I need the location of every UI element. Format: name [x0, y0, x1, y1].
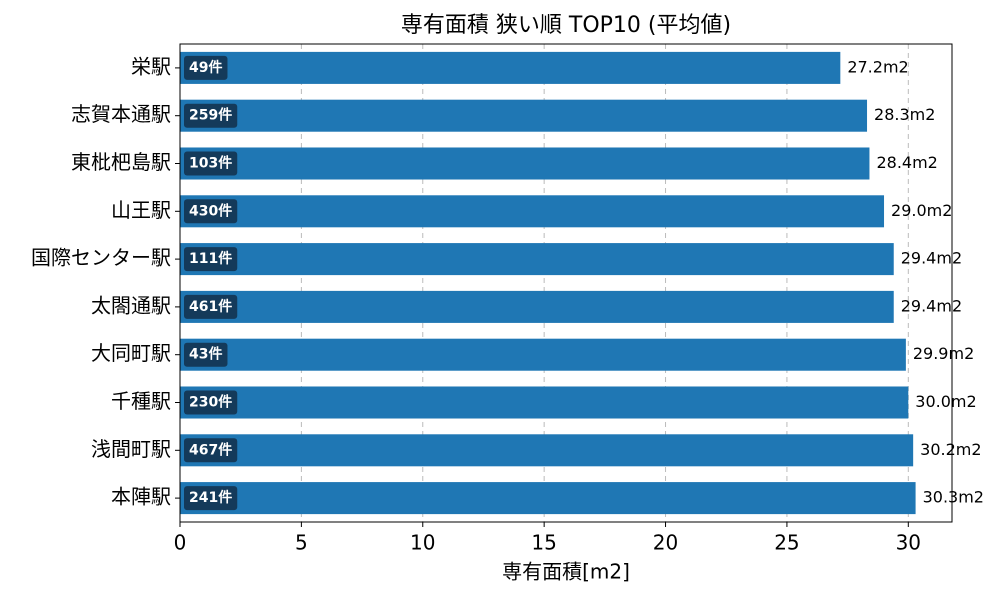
y-tick-label: 太閤通駅 [91, 293, 171, 317]
count-badge [184, 247, 238, 272]
count-label: 259件 [189, 107, 232, 124]
y-tick-label: 栄駅 [131, 54, 171, 78]
y-tick-label: 浅間町駅 [91, 437, 171, 461]
y-tick-label: 千種駅 [111, 389, 171, 413]
count-badge [184, 342, 228, 367]
count-label: 467件 [189, 441, 232, 458]
y-tick-label: 山王駅 [111, 198, 171, 222]
count-label: 241件 [189, 489, 232, 506]
count-badge [184, 294, 238, 319]
bar [180, 386, 909, 419]
value-label: 30.2m2 [920, 440, 981, 459]
bar [180, 290, 894, 323]
count-label: 230件 [189, 394, 232, 411]
value-label: 30.3m2 [923, 488, 984, 507]
y-tick-label: 国際センター駅 [31, 246, 171, 270]
count-label: 103件 [189, 155, 232, 172]
x-tick-label: 30 [896, 531, 921, 555]
value-label: 30.0m2 [915, 392, 976, 411]
count-badge [184, 438, 238, 463]
count-badge [184, 199, 238, 224]
count-badge [184, 390, 238, 415]
x-tick-label: 5 [295, 531, 308, 555]
count-label: 430件 [189, 202, 232, 219]
x-axis-label: 専有面積[m2] [502, 560, 630, 584]
x-tick-label: 10 [410, 531, 435, 555]
value-label: 27.2m2 [847, 57, 908, 76]
count-badge [184, 151, 238, 176]
count-label: 43件 [189, 346, 222, 363]
bar [180, 195, 885, 228]
x-tick-label: 25 [774, 531, 799, 555]
value-label: 28.3m2 [874, 105, 935, 124]
value-label: 29.9m2 [913, 344, 974, 363]
count-label: 49件 [189, 59, 222, 76]
value-label: 29.0m2 [891, 201, 952, 220]
chart-title: 専有面積 狭い順 TOP10 (平均値) [401, 13, 731, 38]
x-tick-label: 0 [174, 531, 187, 555]
bar [180, 99, 868, 132]
y-tick-label: 本陣駅 [111, 485, 171, 509]
y-tick-label: 東枇杷島駅 [71, 150, 171, 174]
x-tick-label: 15 [531, 531, 556, 555]
bar [180, 482, 916, 515]
bar [180, 434, 914, 467]
count-badge [184, 55, 228, 80]
bar [180, 338, 906, 371]
value-label: 28.4m2 [876, 153, 937, 172]
count-label: 111件 [189, 250, 232, 267]
bar [180, 243, 894, 276]
value-label: 29.4m2 [901, 249, 962, 268]
count-label: 461件 [189, 298, 232, 315]
y-tick-label: 大同町駅 [91, 341, 171, 365]
y-tick-label: 志賀本通駅 [71, 102, 171, 126]
count-badge [184, 486, 238, 511]
bar [180, 147, 870, 180]
bar [180, 51, 841, 84]
x-tick-label: 20 [653, 531, 678, 555]
count-badge [184, 103, 238, 128]
value-label: 29.4m2 [901, 296, 962, 315]
plot-frame [179, 43, 953, 523]
